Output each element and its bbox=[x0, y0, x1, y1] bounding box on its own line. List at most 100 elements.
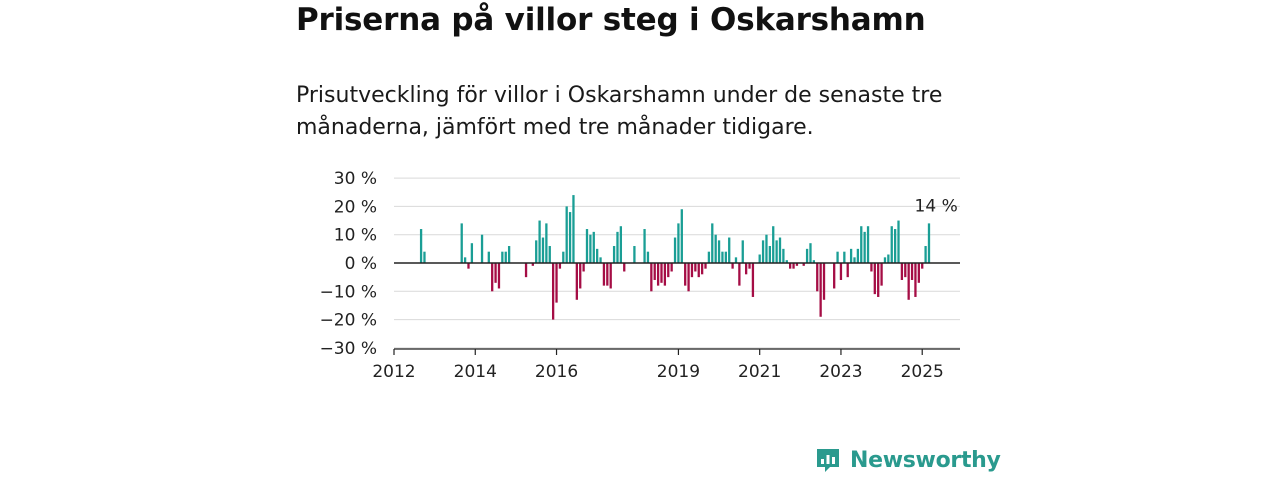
bar bbox=[778, 237, 782, 263]
bar bbox=[849, 248, 853, 263]
bar bbox=[575, 263, 578, 300]
y-tick-label: −20 % bbox=[320, 311, 377, 331]
bar bbox=[734, 257, 738, 263]
bar bbox=[833, 263, 836, 289]
bar bbox=[497, 263, 501, 289]
bar bbox=[795, 263, 799, 266]
bar bbox=[633, 246, 636, 263]
bar bbox=[423, 251, 426, 263]
bar bbox=[562, 251, 565, 263]
bar bbox=[467, 263, 470, 269]
bar bbox=[711, 223, 714, 263]
bar bbox=[812, 260, 816, 263]
bar bbox=[921, 263, 924, 269]
bar bbox=[616, 231, 619, 263]
bar bbox=[463, 257, 467, 263]
bar bbox=[873, 263, 876, 295]
bar bbox=[680, 209, 683, 263]
bar bbox=[775, 240, 778, 263]
bar bbox=[606, 263, 609, 286]
bar bbox=[656, 263, 660, 286]
bar bbox=[646, 251, 650, 263]
bars bbox=[419, 195, 931, 320]
bar bbox=[653, 263, 656, 280]
y-tick-label: 10 % bbox=[334, 226, 377, 246]
bar bbox=[738, 263, 741, 286]
bar bbox=[907, 263, 910, 300]
bar bbox=[545, 223, 548, 263]
bar bbox=[768, 246, 771, 263]
bar bbox=[524, 263, 528, 278]
bar bbox=[792, 263, 795, 269]
bar bbox=[535, 240, 538, 263]
bar bbox=[704, 263, 707, 269]
y-axis: 30 % 20 % 10 % 0 % −10 % −20 % −30 % bbox=[320, 169, 377, 359]
bar bbox=[663, 263, 667, 286]
bar bbox=[596, 248, 599, 263]
bar bbox=[612, 246, 616, 263]
bar bbox=[592, 231, 595, 263]
last-value-label: 14 % bbox=[915, 196, 958, 216]
bar bbox=[751, 263, 755, 297]
bar bbox=[643, 229, 646, 263]
bar bbox=[731, 263, 734, 269]
grid-lines bbox=[394, 177, 960, 349]
bar bbox=[541, 237, 545, 263]
bar bbox=[684, 263, 687, 286]
x-tick-label: 2014 bbox=[454, 362, 497, 382]
bar bbox=[839, 263, 843, 280]
bar bbox=[650, 263, 653, 292]
bar bbox=[470, 243, 474, 263]
bar bbox=[843, 251, 846, 263]
bar bbox=[572, 195, 575, 263]
bar bbox=[924, 246, 927, 263]
bar bbox=[507, 246, 511, 263]
bar bbox=[491, 263, 494, 292]
bar bbox=[728, 237, 731, 263]
y-tick-label: −30 % bbox=[320, 339, 377, 359]
bar bbox=[893, 229, 897, 263]
bar bbox=[589, 234, 592, 263]
x-tick-label: 2021 bbox=[738, 362, 781, 382]
bar bbox=[582, 263, 585, 272]
bar bbox=[619, 226, 623, 263]
bar bbox=[660, 263, 663, 283]
x-tick-label: 2019 bbox=[657, 362, 700, 382]
bar bbox=[494, 263, 497, 283]
bar bbox=[805, 248, 809, 263]
bar bbox=[504, 251, 507, 263]
bar bbox=[802, 263, 805, 266]
bar bbox=[910, 263, 914, 280]
bar bbox=[897, 220, 900, 263]
x-tick-label: 2023 bbox=[819, 362, 862, 382]
bar bbox=[822, 263, 826, 300]
bar bbox=[531, 263, 534, 266]
bar bbox=[667, 263, 670, 278]
bar bbox=[585, 229, 589, 263]
bar bbox=[877, 263, 880, 297]
x-tick-label: 2016 bbox=[535, 362, 578, 382]
bar bbox=[748, 263, 751, 269]
bar bbox=[697, 263, 700, 278]
bar bbox=[761, 240, 765, 263]
bar bbox=[677, 223, 680, 263]
bar bbox=[870, 263, 873, 272]
bar bbox=[599, 257, 602, 263]
bar bbox=[602, 263, 606, 286]
bar bbox=[863, 231, 866, 263]
bar bbox=[758, 254, 761, 263]
y-tick-label: 0 % bbox=[345, 254, 377, 274]
bar bbox=[568, 212, 572, 263]
bar bbox=[551, 263, 555, 320]
bar-chart: 30 %20 %10 %0 %−10 %−20 %−30 % 2012 2014 2… bbox=[320, 169, 960, 382]
bar bbox=[501, 251, 504, 263]
bar bbox=[866, 226, 870, 263]
bar bbox=[860, 226, 863, 263]
x-tick-label: 2012 bbox=[372, 362, 415, 382]
bar bbox=[880, 263, 883, 286]
x-axis: 2012 2014 2016 2019 2021 2023 2025 bbox=[372, 348, 960, 382]
bar bbox=[419, 229, 423, 263]
bar bbox=[836, 251, 839, 263]
bar bbox=[609, 263, 612, 289]
bar bbox=[900, 263, 904, 280]
